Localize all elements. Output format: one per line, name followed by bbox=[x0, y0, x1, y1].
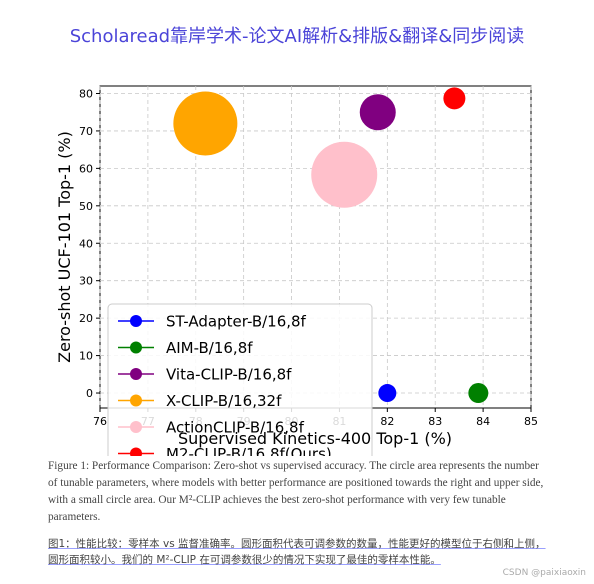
legend: ST-Adapter-B/16,8f AIM-B/16,8f Vita-CLIP-B… bbox=[107, 303, 373, 456]
y-tick-label: 40 bbox=[79, 237, 93, 250]
watermark: CSDN @paixiaoxin bbox=[502, 568, 586, 578]
y-tick-label: 80 bbox=[79, 87, 93, 100]
legend-marker bbox=[130, 447, 142, 456]
data-point bbox=[468, 383, 489, 404]
legend-label: AIM-B/16,8f bbox=[166, 339, 253, 357]
figure-caption-chinese: 图1：性能比较：零样本 vs 监督准确率。圆形面积代表可调参数的数量，性能更好的… bbox=[48, 536, 548, 568]
y-tick-label: 50 bbox=[79, 200, 93, 213]
data-points bbox=[173, 87, 489, 404]
legend-marker bbox=[130, 341, 142, 354]
x-tick-label: 82 bbox=[380, 415, 394, 428]
legend-marker bbox=[130, 394, 142, 407]
page-title: Scholaread靠岸学术-论文AI解析&排版&翻译&同步阅读 bbox=[69, 26, 525, 47]
legend-marker bbox=[130, 421, 142, 433]
legend-label: ST-Adapter-B/16,8f bbox=[166, 313, 307, 331]
x-axis-label: Supervised Kinetics-400 Top-1 (%) bbox=[178, 429, 452, 448]
data-point bbox=[378, 384, 397, 403]
legend-marker bbox=[130, 368, 142, 380]
legend-marker bbox=[130, 315, 142, 327]
y-tick-label: 10 bbox=[79, 350, 93, 363]
legend-label: X-CLIP-B/16,32f bbox=[166, 392, 282, 410]
data-point bbox=[311, 141, 378, 208]
legend-label: M2-CLIP-B/16,8f(Ours) bbox=[166, 445, 332, 456]
legend-label: ActionCLIP-B/16,8f bbox=[166, 419, 305, 437]
data-point bbox=[173, 91, 238, 156]
legend-box bbox=[107, 303, 373, 456]
data-point bbox=[443, 87, 466, 110]
legend-label: Vita-CLIP-B/16,8f bbox=[166, 366, 292, 384]
y-tick-label: 60 bbox=[79, 162, 93, 175]
y-axis-label: Zero-shot UCF-101 Top-1 (%) bbox=[55, 131, 74, 363]
x-tick-label: 76 bbox=[93, 415, 107, 428]
caption-chinese-text: 图1：性能比较：零样本 vs 监督准确率。圆形面积代表可调参数的数量，性能更好的… bbox=[48, 538, 546, 566]
figure-caption-english: Figure 1: Performance Comparison: Zero-s… bbox=[48, 460, 544, 523]
x-tick-label: 85 bbox=[524, 415, 538, 428]
x-tick-label: 83 bbox=[428, 415, 442, 428]
scatter-chart: 7677787980818283848501020304050607080 ST… bbox=[55, 85, 538, 456]
y-tick-label: 70 bbox=[79, 125, 93, 138]
x-tick-label: 84 bbox=[476, 415, 490, 428]
data-point bbox=[359, 94, 396, 131]
y-tick-label: 20 bbox=[79, 312, 93, 325]
y-tick-label: 30 bbox=[79, 275, 93, 288]
y-tick-label: 0 bbox=[86, 387, 93, 400]
